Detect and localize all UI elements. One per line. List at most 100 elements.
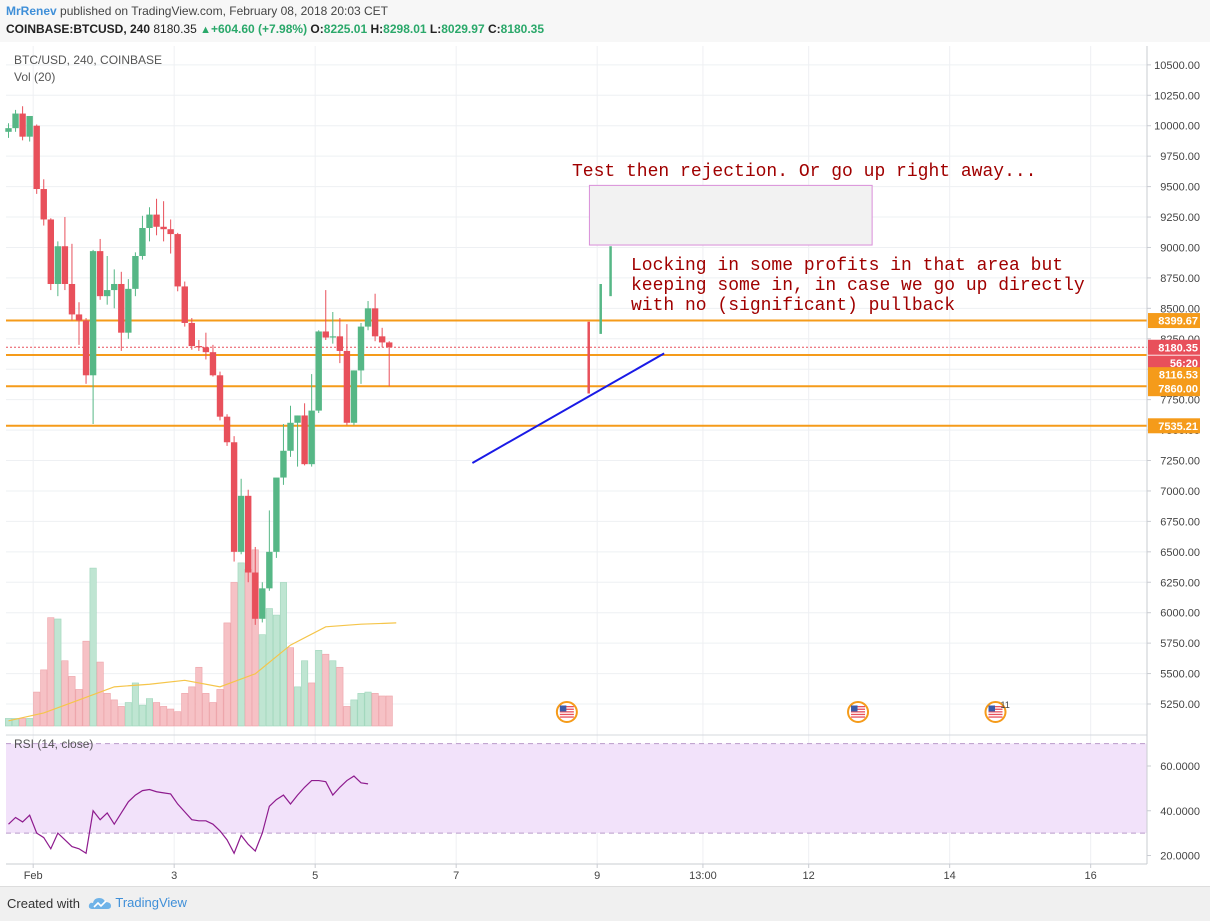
volume-label: Vol (20) [14,70,55,84]
tradingview-brand-link[interactable]: TradingView [88,895,187,910]
volume-bars [5,549,393,727]
candle-body-40 [287,422,294,451]
price-tick-label-11: 7750.00 [1160,395,1200,407]
volume-bar-11 [82,640,90,727]
created-with-label: Created with [7,896,80,911]
volume-bar-48 [343,706,351,727]
price-tag-label-1: 8180.35 [1158,342,1198,354]
chart-canvas[interactable]: 10500.0010250.0010000.009750.009500.0092… [0,42,1210,886]
price-tick-label-20: 5500.00 [1160,669,1200,681]
badge-canton-1 [851,705,858,712]
candlesticks [5,106,393,625]
price-tag-bg-3 [1148,367,1200,383]
volume-bar-40 [286,647,294,727]
us-flag-event-icon[interactable]: 11 [984,700,1010,723]
volume-bar-24 [174,711,182,727]
volume-bar-33 [237,562,245,727]
volume-bar-6 [47,617,55,727]
time-tick-label-0: Feb [24,870,43,882]
candle-body-54 [386,342,393,348]
volume-bar-7 [54,618,62,727]
annotation-line-1[interactable]: Locking in some profits in that area but [631,256,1063,276]
candle-body-23 [167,229,174,235]
volume-bar-17 [124,702,132,727]
volume-bar-38 [272,614,280,727]
horizontal-levels[interactable] [6,319,1147,427]
time-tick-label-5: 13:00 [689,870,717,882]
volume-bar-12 [89,567,97,727]
price-tick-label-4: 9500.00 [1160,182,1200,194]
candle-body-9 [68,283,76,315]
price-tick-label-18: 6000.00 [1160,608,1200,620]
candle-body-53 [378,336,386,343]
volume-bar-32 [230,582,238,727]
volume-bar-27 [195,666,203,727]
volume-bar-39 [279,582,287,727]
candle-body-22 [160,226,167,230]
candle-body-5 [40,189,47,220]
volume-bar-16 [117,706,125,727]
trendline [471,352,665,464]
price-tick-label-21: 5250.00 [1160,699,1200,711]
candle-body-41 [294,415,301,423]
us-flag-event-icon[interactable] [847,701,870,723]
price-tick-label-6: 9000.00 [1160,242,1200,254]
badge-stripe-1-2 [851,711,866,713]
candle-body-48 [343,350,351,423]
price-tag-label-4: 7860.00 [1158,384,1198,396]
last-value: 8180.35 [153,22,197,36]
footer: Created with TradingView [0,886,1210,921]
price-tick-label-14: 7000.00 [1160,486,1200,498]
candle-body-1 [12,113,19,129]
badge-stripe-0-3 [559,713,574,716]
time-tick-label-1: 3 [171,870,177,882]
rsi-label: RSI (14, close) [14,737,93,751]
drawings[interactable] [471,184,873,464]
candle-body-46 [329,336,336,338]
price-tag-label-3: 8116.53 [1159,370,1198,382]
candle-body-37 [266,551,273,589]
price-tag-bg-5 [1148,418,1200,434]
event-badges[interactable]: 11 [555,700,1010,723]
annotation-test-rejection[interactable]: Test then rejection. Or go up right away… [572,162,1036,182]
volume-bar-45 [322,653,330,727]
price-tag-bg-0 [1148,313,1200,329]
price-tag-label-0: 8399.67 [1158,316,1198,328]
rsi-pane [6,734,1147,855]
badge-canton-0 [559,705,567,712]
candle-body-0 [5,128,12,132]
author-link[interactable]: MrRenev [6,4,57,18]
badge-stripe-1-1 [851,708,866,710]
us-flag-event-icon[interactable] [555,701,578,723]
annotation-line-2[interactable]: keeping some in, in case we go up direct… [631,276,1085,296]
volume-bar-53 [378,695,386,727]
volume-moving-average [8,622,397,722]
rsi-line [8,775,369,855]
candle-body-26 [188,322,195,347]
candle-body-29 [209,352,217,376]
time-tick-label-2: 5 [312,870,318,882]
price-tick-label-13: 7250.00 [1160,456,1200,468]
candle-body-51 [364,308,372,327]
candle-body-20 [146,214,153,228]
volume-bar-19 [138,704,146,727]
price-tick-label-3: 9750.00 [1160,151,1200,163]
annotation-line-3[interactable]: with no (significant) pullback [631,296,955,316]
price-tick-label-8: 8500.00 [1160,303,1200,315]
badge-stripe-0-2 [559,711,574,713]
badge-stripe-1-4 [851,716,866,718]
low-value: 8029.97 [441,22,485,36]
price-tick-label-16: 6500.00 [1160,547,1200,559]
volume-bar-47 [336,666,344,727]
publish-header: MrRenev published on TradingView.com, Fe… [0,0,1210,42]
volume-bar-15 [110,699,118,727]
price-tick-label-7: 8750.00 [1160,273,1200,285]
volume-bar-21 [153,702,161,727]
candle-body-31 [223,416,231,443]
volume-bar-10 [75,689,83,727]
volume-bar-18 [131,682,139,727]
symbol-line: COINBASE:BTCUSD, 240 [6,22,151,36]
volume-bar-37 [265,608,273,727]
candle-body-45 [322,331,329,338]
badge-stripe-0-1 [559,708,574,710]
